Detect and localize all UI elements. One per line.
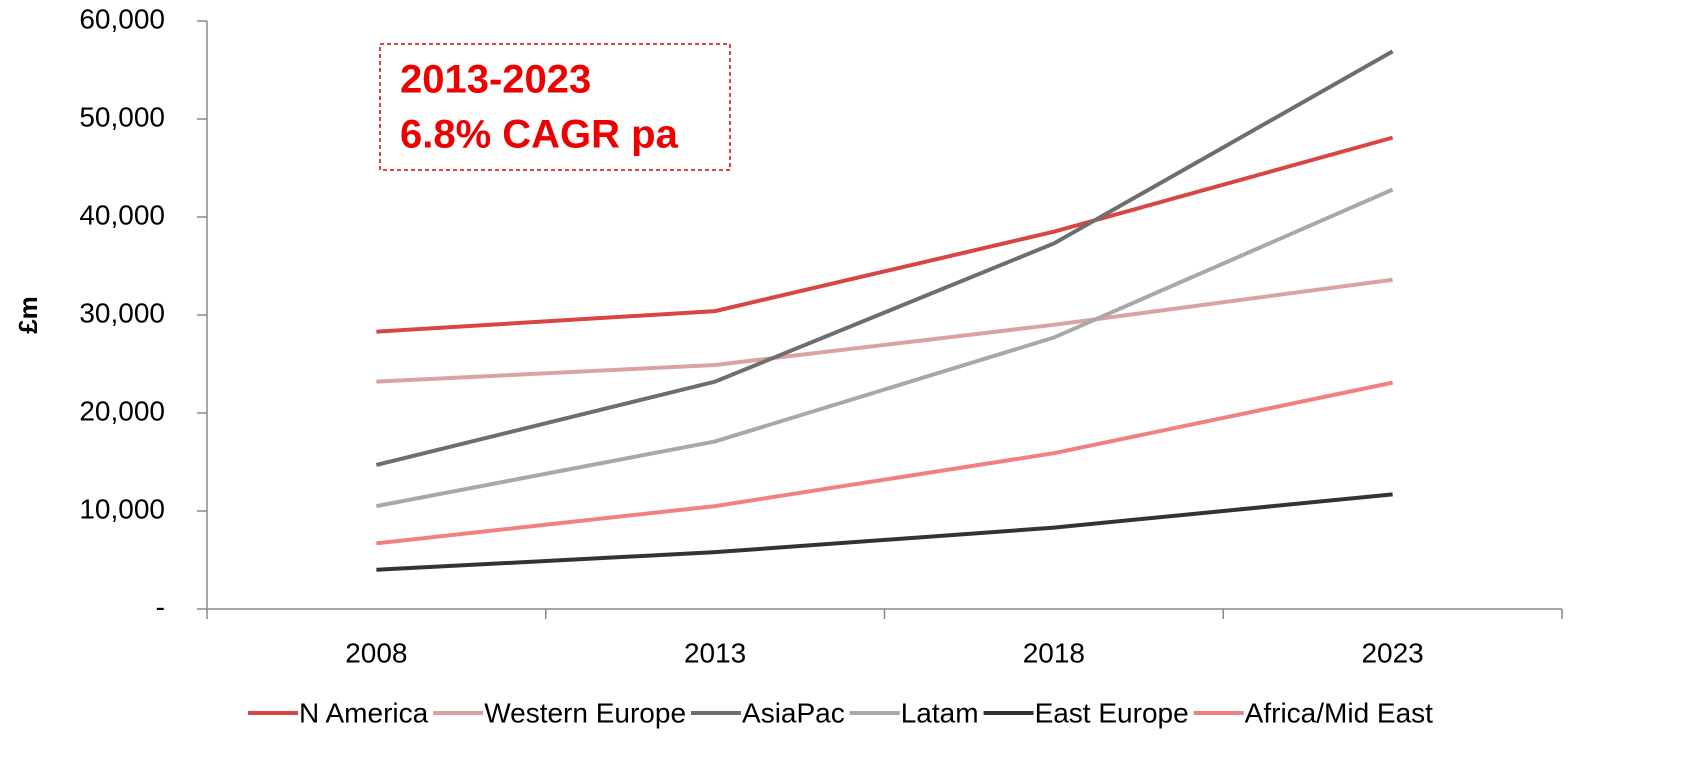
- x-tick-label: 2013: [684, 637, 746, 668]
- series-line: [376, 492, 1393, 572]
- y-tick-label: 10,000: [79, 493, 165, 524]
- annotation: 2013-2023: [400, 58, 591, 102]
- legend-label: Western Europe: [484, 697, 686, 728]
- legend-label: Latam: [901, 697, 979, 728]
- legend-label: N America: [299, 697, 429, 728]
- legend-label: East Europe: [1035, 697, 1189, 728]
- y-axis-label: £m: [13, 296, 43, 334]
- y-tick-label: 60,000: [79, 3, 165, 34]
- series-line: [376, 135, 1394, 334]
- series-line: [376, 380, 1394, 546]
- y-tick-label: 20,000: [79, 395, 165, 426]
- legend-label: AsiaPac: [742, 697, 845, 728]
- x-tick-label: 2008: [345, 637, 407, 668]
- y-tick-label: 40,000: [79, 199, 165, 230]
- annotation: 6.8% CAGR pa: [400, 113, 679, 157]
- y-tick-label: 50,000: [79, 101, 165, 132]
- x-tick-label: 2018: [1023, 637, 1085, 668]
- series-line: [375, 49, 1394, 467]
- x-tick-label: 2023: [1361, 637, 1423, 668]
- y-tick-label: -: [156, 591, 165, 622]
- series-line: [376, 277, 1393, 384]
- y-tick-label: 30,000: [79, 297, 165, 328]
- series-line: [375, 187, 1394, 509]
- annotation-box: [379, 43, 731, 171]
- legend-label: Africa/Mid East: [1245, 697, 1433, 728]
